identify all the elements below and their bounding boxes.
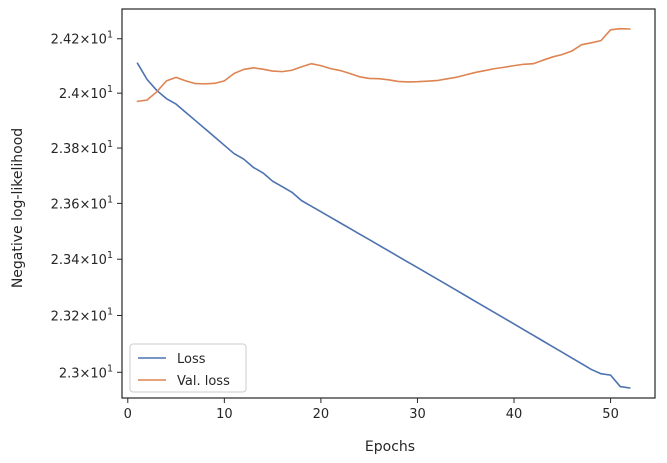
- y-axis-ticks: 2.3×101 2.32×101 2.34×101 2.36×101 2.38×101 2…: [51, 30, 122, 381]
- x-tick-label: 50: [602, 407, 619, 422]
- plot-frame: [121, 8, 656, 399]
- series-line-val-loss: [136, 27, 631, 103]
- y-tick-label: 2.32×101: [51, 307, 113, 325]
- x-tick-label: 20: [313, 407, 330, 422]
- legend-label: Val. loss: [177, 374, 230, 389]
- y-tick-label: 2.34×101: [51, 250, 113, 268]
- x-axis-label: Epochs: [365, 439, 415, 455]
- plot-area: [136, 27, 631, 389]
- x-axis-ticks: 0 10 20 30 40 50: [124, 398, 619, 422]
- y-tick-label: 2.4×101: [59, 84, 113, 102]
- series-line-loss: [136, 62, 631, 389]
- legend-label: Loss: [177, 352, 206, 367]
- x-tick-label: 30: [409, 407, 426, 422]
- x-tick-label: 0: [124, 407, 132, 422]
- y-tick-label: 2.42×101: [51, 30, 113, 48]
- y-tick-label: 2.36×101: [51, 194, 113, 212]
- y-axis-label: Negative log-likelihood: [10, 128, 26, 288]
- x-tick-label: 40: [506, 407, 523, 422]
- legend: Loss Val. loss: [129, 343, 247, 393]
- y-tick-label: 2.38×101: [51, 139, 113, 157]
- x-tick-label: 10: [216, 407, 233, 422]
- y-tick-label: 2.3×101: [59, 363, 113, 381]
